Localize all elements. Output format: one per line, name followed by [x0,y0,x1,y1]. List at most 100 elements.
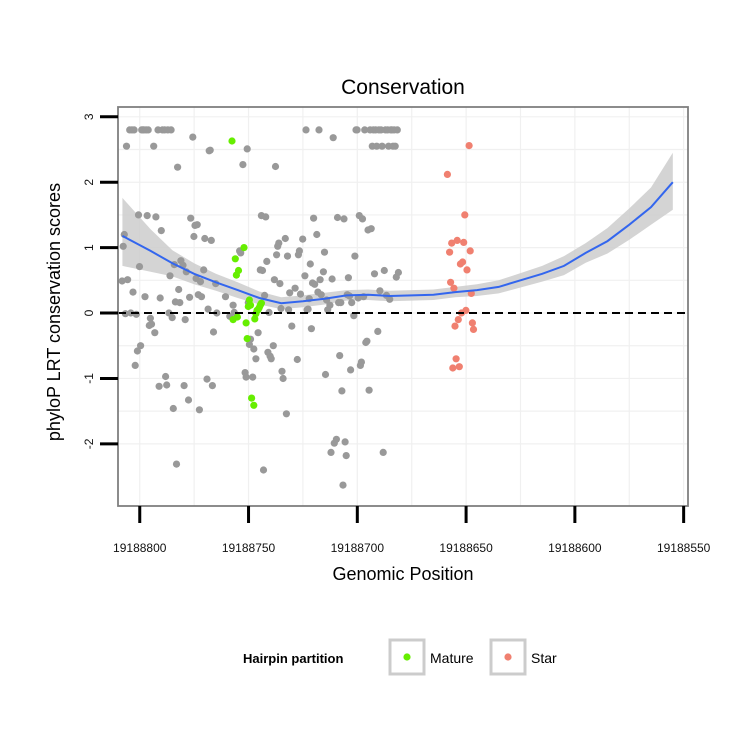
point-star [459,258,467,266]
point-star [443,170,451,178]
smooth-trend-line [121,181,674,305]
y-tick-label: 3 [82,113,96,120]
point-other [339,481,347,489]
point-other [296,290,305,298]
point-other [203,375,211,383]
point-other [243,145,251,153]
point-other [129,288,137,296]
point-mature [240,244,248,252]
point-other [394,268,402,277]
point-other [242,373,250,381]
point-other [386,295,394,303]
point-other [283,252,292,260]
point-other [186,293,194,301]
point-other [254,329,262,337]
point-other [155,382,163,390]
point-other [122,142,131,150]
point-other [184,396,193,404]
legend: Hairpin partition Mature Star [243,638,557,676]
point-other [209,328,218,336]
point-other [176,299,184,307]
point-star [462,306,470,314]
point-other [347,366,355,374]
x-tick-label: 19188550 [657,541,711,555]
x-tick-label: 19188650 [439,541,493,555]
point-mature [246,301,255,309]
point-other [342,452,350,460]
point-other [239,161,247,169]
point-mature [242,319,250,327]
point-other [307,325,315,333]
point-other [348,299,356,307]
point-other [373,142,381,150]
point-other [317,291,325,299]
point-other [181,316,189,324]
point-other [206,146,214,154]
point-other [336,352,344,360]
point-star [454,316,462,324]
point-other [200,266,208,274]
point-other [282,410,290,418]
y-tick-label: 1 [82,244,96,251]
point-other [162,372,170,381]
point-other [127,309,135,317]
point-other [299,235,307,243]
point-other [333,213,342,222]
point-other [163,381,171,389]
point-other [169,404,177,413]
point-other [379,448,387,456]
point-other [306,260,314,268]
point-other [351,252,359,260]
point-mature [233,313,241,321]
point-other [273,251,281,259]
point-other [237,249,245,257]
point-other [166,272,174,280]
point-star [463,266,471,274]
point-other [137,342,145,350]
point-star [468,319,476,327]
point-other [141,293,149,301]
point-other [167,126,175,134]
x-tick-label: 19188600 [548,541,602,555]
point-other [270,276,278,284]
point-other [310,214,318,222]
point-other [271,162,280,171]
point-other [168,314,176,322]
point-other [278,367,286,375]
point-other [365,386,373,394]
point-other [196,278,205,286]
point-other [258,266,267,275]
point-mature [228,137,236,145]
point-other [189,133,197,141]
point-other [252,355,260,363]
x-tick-label: 19188800 [113,541,167,555]
point-other [174,163,182,171]
confidence-ribbon [122,152,673,310]
point-other [132,310,140,318]
point-other [391,142,399,150]
point-other [353,126,361,134]
point-other [328,275,336,283]
point-other [193,221,201,229]
point-other [302,126,310,134]
point-star [446,248,454,256]
point-other [275,239,283,247]
point-star [466,247,474,255]
point-other [276,280,284,288]
point-mature [231,255,239,263]
point-mature [234,266,243,275]
point-other [341,438,349,446]
legend-key-star [489,638,527,676]
point-other [327,448,335,456]
point-other [358,215,367,223]
point-star [447,278,455,286]
point-other [133,347,141,355]
point-other [119,242,127,250]
point-other [340,215,348,223]
point-other [295,247,303,255]
point-other [269,342,277,350]
point-other [293,355,301,364]
point-other [187,214,195,222]
y-tick-label: -1 [82,373,96,384]
point-other [250,345,258,353]
